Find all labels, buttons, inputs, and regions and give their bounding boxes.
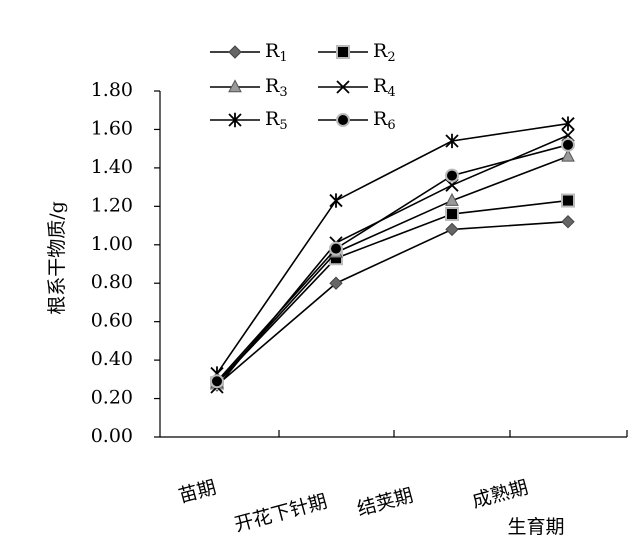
legend-label-subscript: 4	[387, 85, 395, 100]
data-point	[329, 193, 343, 208]
series-r6	[210, 137, 575, 389]
legend-label-main: R	[265, 108, 280, 130]
series-line	[216, 144, 569, 382]
x-axis-label: 生育期	[507, 516, 564, 538]
legend-label-main: R	[373, 108, 388, 130]
legend-item: R5	[210, 108, 288, 133]
legend-label: R5	[265, 108, 288, 133]
data-point	[445, 207, 459, 222]
data-point	[210, 374, 224, 389]
legend-label-main: R	[373, 75, 388, 97]
legend-marker	[228, 112, 242, 128]
legend-label: R1	[265, 40, 288, 65]
series-line	[216, 122, 569, 375]
legend-item: R6	[318, 108, 396, 133]
legend-label: R4	[373, 75, 396, 100]
y-tick-label: 1.40	[91, 156, 133, 178]
y-tick-label: 0.40	[91, 348, 133, 370]
legend-label-subscript: 6	[387, 118, 395, 133]
x-tick-label: 结荚期	[355, 484, 416, 520]
legend-item: R1	[210, 40, 288, 65]
legend-item: R2	[318, 40, 396, 65]
series-r2	[210, 193, 575, 391]
legend-item: R4	[318, 75, 396, 100]
legend-marker	[336, 45, 350, 59]
series-r3	[210, 148, 575, 389]
legend-item: R3	[210, 75, 288, 100]
x-tick-label: 苗期	[176, 476, 218, 507]
y-tick-label: 1.60	[91, 117, 133, 139]
legend-marker	[228, 79, 242, 93]
data-point	[561, 148, 575, 162]
x-tick-label: 成熟期	[470, 476, 531, 512]
data-point	[329, 276, 343, 290]
y-tick-label: 0.00	[91, 425, 133, 447]
y-tick-label: 1.00	[91, 233, 133, 255]
data-point	[445, 222, 459, 237]
y-tick-label: 0.60	[91, 310, 133, 332]
data-point	[561, 137, 575, 152]
data-point	[445, 133, 459, 149]
series-r4	[210, 128, 575, 394]
data-point	[561, 193, 575, 208]
series-line	[216, 134, 569, 388]
y-tick-label: 0.20	[91, 387, 133, 409]
legend-label-main: R	[265, 40, 280, 62]
legend-label-subscript: 1	[279, 50, 287, 65]
data-point	[445, 168, 459, 183]
data-point	[561, 116, 575, 131]
legend-label: R3	[265, 75, 288, 100]
legend-label-main: R	[373, 40, 388, 62]
y-tick-label: 1.80	[91, 79, 133, 101]
legend-label-main: R	[265, 75, 280, 97]
legend-marker	[228, 45, 242, 59]
series-line	[216, 155, 569, 384]
series-layer	[210, 116, 575, 394]
series-line	[216, 220, 569, 386]
legend-label-subscript: 2	[387, 50, 395, 65]
legend-marker	[336, 113, 350, 127]
y-ticks: 0.00 0.20 0.40 0.60 0.80 1.00 1.20 1.40 1.60 1.80	[91, 79, 160, 447]
data-point	[561, 215, 575, 229]
series-line	[216, 199, 569, 384]
legend-marker	[336, 80, 350, 94]
legend-label: R2	[373, 40, 396, 65]
y-tick-label: 1.20	[91, 194, 133, 216]
legend-label-subscript: 5	[279, 118, 287, 133]
legend-label: R6	[373, 108, 396, 133]
axes	[159, 91, 627, 438]
data-point	[329, 241, 343, 256]
y-axis-label: 根系干物质/g	[46, 201, 68, 315]
data-point	[445, 192, 459, 206]
legend-label-subscript: 3	[279, 85, 287, 100]
y-tick-label: 0.80	[91, 271, 133, 293]
x-tick-label: 开花下针期	[232, 490, 329, 536]
